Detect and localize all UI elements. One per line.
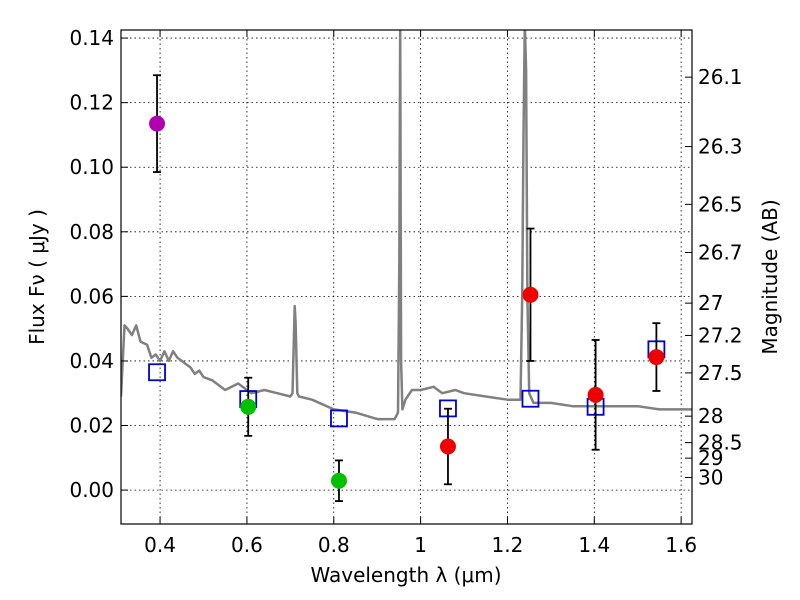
right-axis-label: Magnitude (AB): [758, 199, 782, 354]
right-tick-label: 27.5: [698, 361, 743, 385]
grid-lines: [121, 30, 692, 524]
y-tick-label: 0.10: [69, 155, 114, 179]
y-tick-label: 0.02: [69, 414, 114, 438]
right-tick-label: 27.2: [698, 323, 743, 347]
x-tick-label: 0.8: [318, 533, 350, 557]
right-tick-label: 26.5: [698, 192, 743, 216]
flux-point-marker: [648, 349, 665, 366]
axes: 0.4 0.6 0.8 1 1.2 1.4 1.6 0.00 0.02 0.04 0.06 0.08 0…: [69, 26, 742, 557]
x-axis-label: Wavelength λ (μm): [310, 563, 501, 587]
y-tick-label: 0.06: [69, 284, 114, 308]
x-tick-label: 1.4: [578, 533, 610, 557]
spectrum-line: [121, 30, 692, 421]
right-tick-label: 28.5: [698, 431, 743, 455]
flux-point-marker: [149, 115, 166, 132]
y-tick-label: 0.00: [69, 478, 114, 502]
data-layer: [121, 30, 692, 502]
right-tick-label: 26.7: [698, 240, 743, 264]
model-square-marker: [330, 409, 348, 428]
flux-point-marker: [522, 286, 539, 303]
flux-point-marker: [330, 472, 347, 489]
y-tick-label: 0.12: [69, 91, 114, 115]
right-tick-label: 27: [698, 291, 723, 315]
flux-point-marker: [240, 398, 257, 415]
x-tick-label: 1: [414, 533, 427, 557]
right-tick-label: 26.1: [698, 65, 743, 89]
x-tick-label: 0.4: [144, 533, 176, 557]
flux-point-marker: [587, 386, 604, 403]
x-tick-label: 1.2: [492, 533, 524, 557]
y-axis-label: Flux Fν ( μJy ): [25, 209, 49, 345]
right-tick-label: 28: [698, 404, 723, 428]
model-square-marker: [521, 389, 540, 408]
right-tick-label: 30: [698, 466, 723, 490]
y-tick-label: 0.14: [69, 26, 114, 50]
x-tick-label: 1.6: [665, 533, 697, 557]
x-tick-label: 0.6: [231, 533, 263, 557]
right-tick-label: 26.3: [698, 135, 743, 159]
plot-frame: [120, 29, 693, 525]
y-tick-label: 0.04: [69, 349, 114, 373]
model-square-marker: [148, 363, 166, 382]
right-tick-label: 29: [698, 446, 723, 470]
y-tick-label: 0.08: [69, 220, 114, 244]
flux-point-marker: [439, 438, 456, 455]
